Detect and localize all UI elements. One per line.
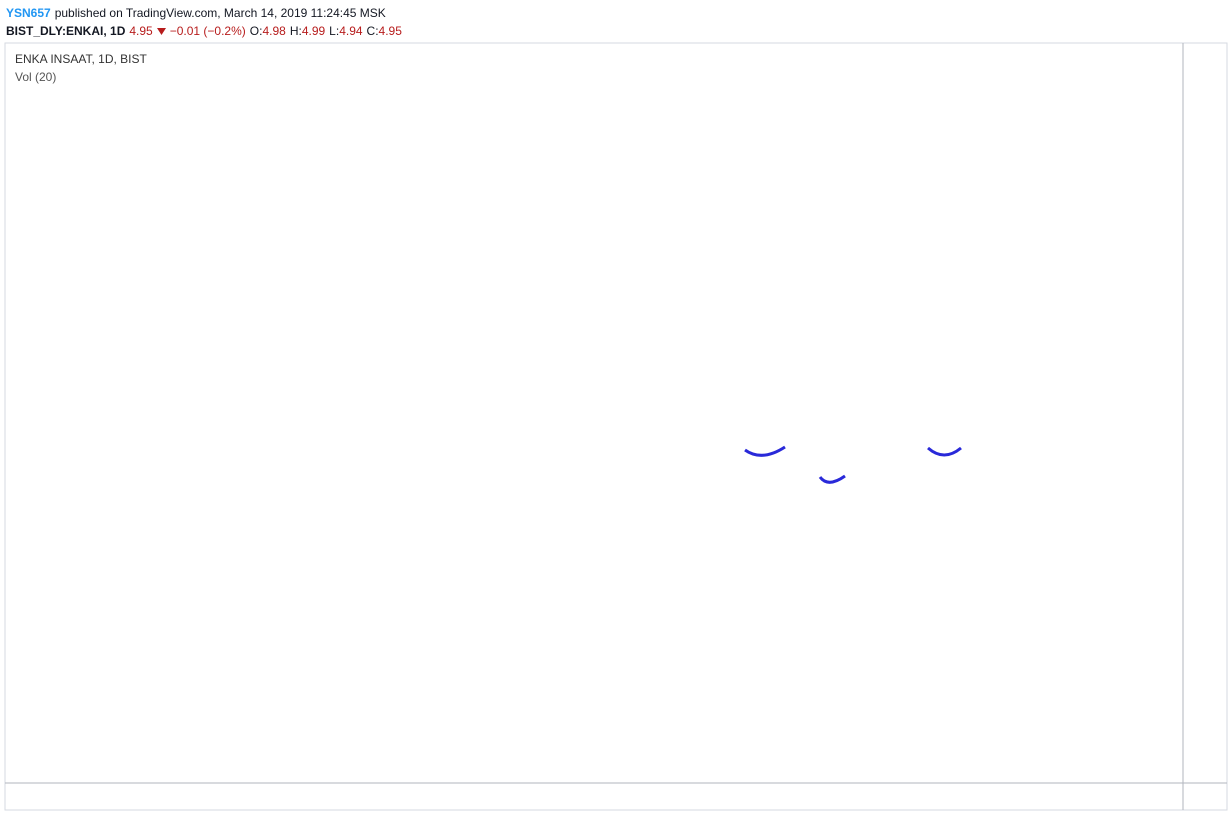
last-price: 4.95: [129, 24, 153, 38]
handle-mark: [818, 474, 846, 484]
handle-mark: [744, 445, 786, 457]
open: 4.98: [262, 24, 286, 38]
header-line-2: BIST_DLY:ENKAI, 1D 4.95 −0.01 (−0.2%) O:…: [6, 22, 402, 40]
down-arrow: [156, 27, 166, 35]
high-label: H:: [289, 24, 302, 38]
close-label: C:: [366, 24, 379, 38]
symbol: BIST_DLY:ENKAI, 1D: [6, 24, 126, 38]
user: YSN657: [6, 6, 51, 20]
open-label: O:: [249, 24, 263, 38]
frame: [4, 42, 1228, 811]
volume-label: Vol (20): [15, 70, 56, 84]
close: 4.95: [378, 24, 402, 38]
header-line-1: YSN657 published on TradingView.com, Mar…: [6, 4, 402, 22]
handle-mark: [927, 446, 962, 457]
chart-title: ENKA INSAAT, 1D, BIST: [15, 52, 147, 66]
change: −0.01 (−0.2%): [169, 24, 246, 38]
low-label: L:: [329, 24, 340, 38]
high: 4.99: [301, 24, 326, 38]
header: YSN657 published on TradingView.com, Mar…: [6, 4, 402, 40]
published: published on TradingView.com, March 14, …: [54, 6, 386, 20]
low: 4.94: [339, 24, 363, 38]
